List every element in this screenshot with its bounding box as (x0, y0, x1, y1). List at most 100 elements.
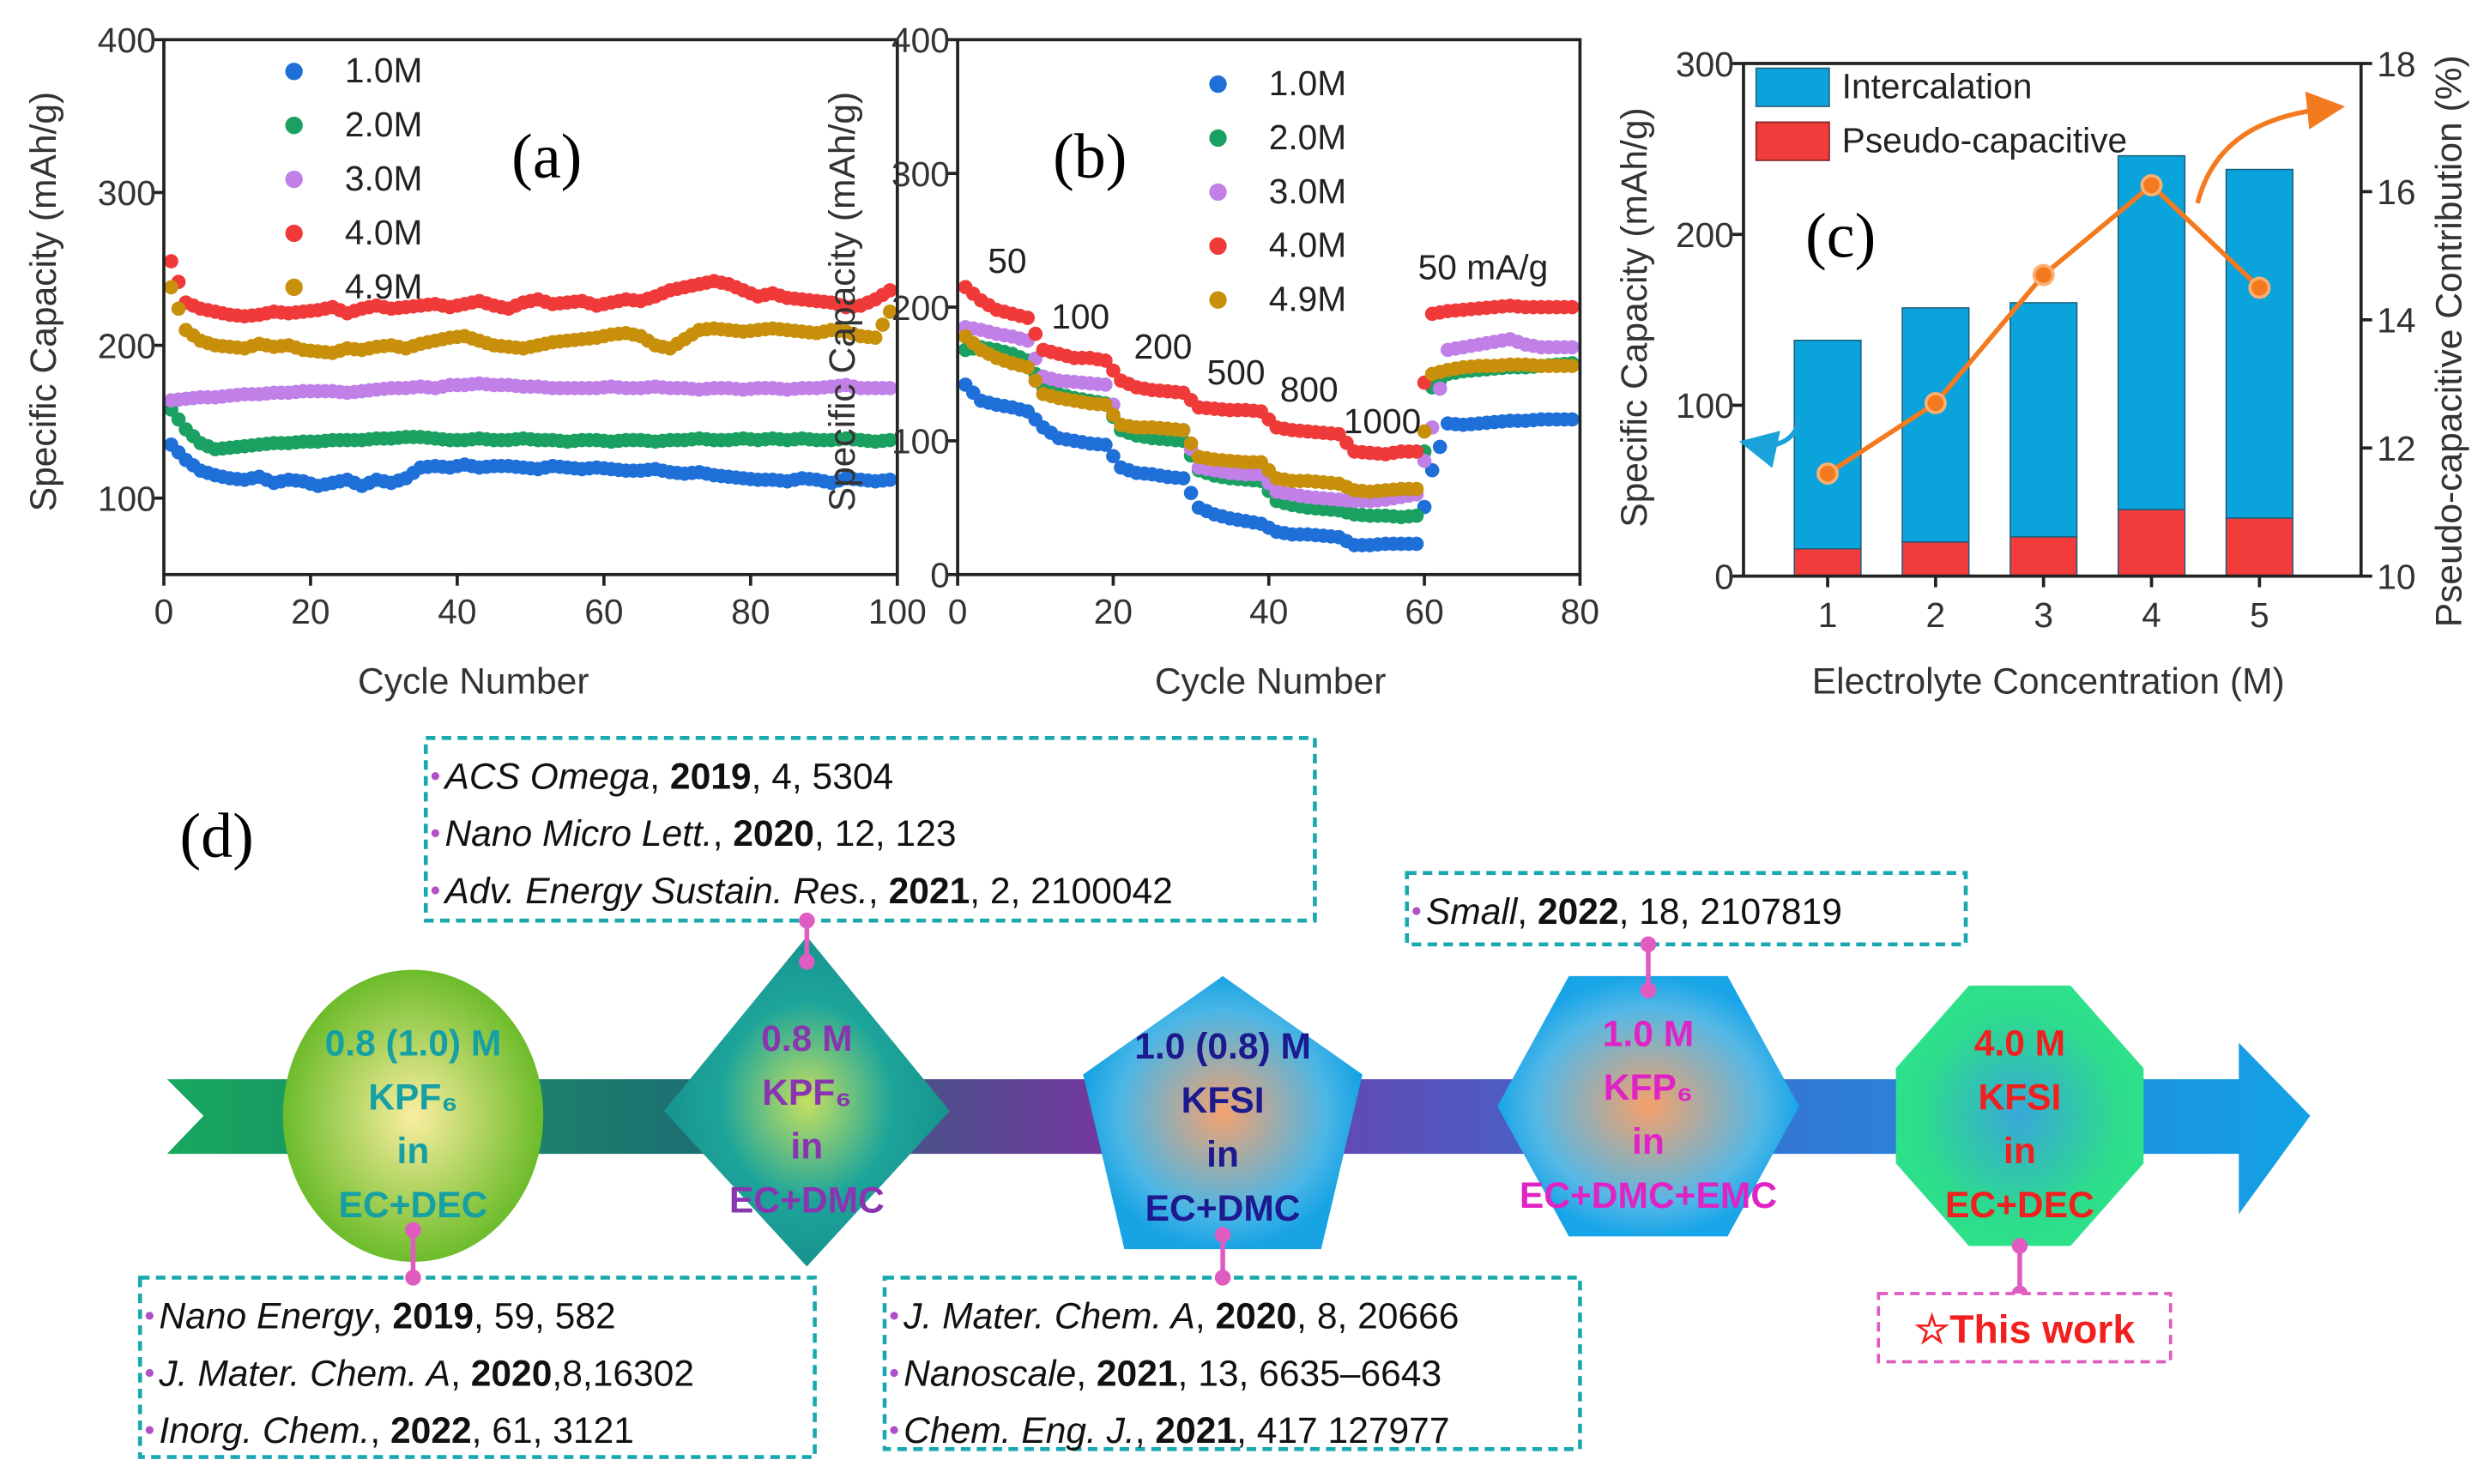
contribution-point (2032, 263, 2055, 287)
x-tick-label: 40 (1249, 592, 1288, 631)
legend-swatch-intercalation (1755, 67, 1830, 107)
reference-journal: Nano Energy (159, 1296, 374, 1337)
legend-label: 2.0M (345, 105, 422, 144)
x-tick-label: 20 (291, 592, 329, 631)
connector-dot (799, 954, 815, 970)
y2-tick-label: 12 (2377, 429, 2415, 468)
node-text-line: in (397, 1131, 430, 1172)
legend-marker (1209, 291, 1227, 309)
data-point-3.0M (882, 381, 897, 395)
bar-intercalation (1901, 307, 1970, 543)
reference-entry: Nanoscale, 2021, 13, 6635–6643 (904, 1353, 1441, 1394)
reference-separator: , (1135, 1410, 1156, 1451)
reference-entry: Nano Energy, 2019, 59, 582 (159, 1296, 615, 1337)
reference-separator: , (372, 1296, 393, 1337)
legend-label: 3.0M (345, 159, 422, 198)
data-point-4.0M (1020, 311, 1036, 325)
data-point-4.0M (882, 283, 897, 298)
data-point-4.9M (1098, 397, 1113, 413)
reference-entry: J. Mater. Chem. A, 2020, 8, 20666 (903, 1296, 1459, 1337)
x-tick-label: 2 (1926, 595, 1946, 635)
pentagon-node-shape (1083, 975, 1363, 1250)
right-axis-arrow-icon (2195, 91, 2346, 204)
reference-box (137, 1276, 817, 1459)
panel-a-legend: 1.0M 2.0M 3.0M 4.0M 4.9M (285, 51, 422, 306)
panel-b-ylabel: Specific Capacity (mAh/g) (822, 92, 863, 511)
data-point-1.0M (1106, 449, 1121, 464)
data-point-4.0M (1028, 326, 1043, 341)
bullet-icon (890, 1312, 898, 1320)
reference-entry: Small, 2022, 18, 2107819 (1426, 891, 1842, 932)
reference-year: 2022 (390, 1410, 472, 1451)
reference-year: 2021 (1155, 1410, 1236, 1451)
bullet-icon (890, 1426, 898, 1434)
this-work-label: ☆This work (1914, 1306, 2136, 1351)
legend-label: 4.0M (1269, 226, 1346, 265)
reference-journal: J. Mater. Chem. A (903, 1296, 1195, 1337)
data-point-4.0M (1565, 299, 1580, 315)
legend-marker (285, 224, 303, 243)
data-point-4.0M (1106, 363, 1121, 378)
bar-intercalation (1793, 339, 1862, 550)
this-work-box (1877, 1292, 2173, 1364)
data-point-4.9M (1028, 373, 1043, 389)
rate-annotation: 1000 (1344, 401, 1422, 441)
reference-year: 2021 (1097, 1353, 1178, 1394)
y-tick-label: 200 (1676, 215, 1734, 255)
reference-boxes: Nano Energy, 2019, 59, 582 J. Mater. Chem… (137, 736, 2173, 1459)
x-tick-label: 0 (154, 592, 174, 631)
panel-b-legend: 1.0M 2.0M 3.0M 4.0M 4.9M (1209, 63, 1346, 319)
panel-a-frame (162, 38, 899, 576)
y2-tick-label: 18 (2377, 45, 2415, 84)
panel-a-ylabel: Specific Capacity (mAh/g) (23, 92, 64, 511)
reference-entry: Adv. Energy Sustain. Res., 2021, 2, 2100… (442, 871, 1172, 912)
reference-volume-pages: , 18, 2107819 (1619, 891, 1842, 932)
data-point-1.0M (1409, 536, 1424, 552)
node-text-line: KPF₆ (368, 1077, 457, 1118)
x-tick-label: 20 (1094, 592, 1133, 631)
y2-tick-label: 14 (2377, 301, 2415, 341)
circle-node-shape (282, 969, 544, 1262)
legend-label-pseudo: Pseudo-capacitive (1842, 121, 2127, 160)
reference-separator: , (1195, 1296, 1216, 1337)
reference-volume-pages: , 4, 5304 (752, 757, 894, 798)
legend-label: 3.0M (1269, 172, 1346, 211)
hexagon-node-shape (1497, 975, 1799, 1237)
legend-label: 4.0M (345, 213, 422, 252)
reference-year: 2019 (670, 757, 752, 798)
node-text-line: EC+DEC (1945, 1185, 2094, 1226)
legend-marker (285, 170, 303, 189)
data-point-2.0M (882, 432, 897, 448)
panel-c-bars (1793, 154, 2294, 577)
bullet-icon (431, 772, 439, 781)
data-point-2.0M (1409, 508, 1424, 523)
reference-year: 2019 (392, 1296, 474, 1337)
data-point-4.9M (882, 305, 897, 319)
data-point-4.9M (171, 301, 186, 317)
reference-entry: ACS Omega, 2019, 4, 5304 (442, 757, 893, 798)
node-text-line: KFP₆ (1604, 1067, 1693, 1108)
data-point-1.0M (882, 473, 897, 487)
y2-tick-label: 16 (2377, 172, 2415, 212)
node-text-line: 1.0 M (1603, 1013, 1694, 1054)
y-tick-label: 300 (98, 173, 156, 213)
panel-c-line-points (1816, 173, 2271, 486)
reference-journal: Inorg. Chem. (159, 1410, 370, 1451)
data-point-4.9M (1565, 359, 1580, 373)
reference-entry: Nano Micro Lett., 2020, 12, 123 (444, 813, 956, 854)
x-tick-label: 100 (868, 592, 927, 631)
bar-pseudo-capacitive (2225, 517, 2294, 577)
y-tick-label: 300 (1676, 45, 1734, 84)
bullet-icon (431, 886, 439, 895)
x-tick-label: 0 (948, 592, 968, 631)
node-text-line: in (790, 1126, 823, 1167)
connector-dot (799, 912, 815, 929)
reference-year: 2022 (1538, 891, 1619, 932)
reference-separator: , (868, 871, 889, 912)
x-tick-label: 3 (2034, 595, 2053, 635)
y2-tick-label: 10 (2377, 557, 2415, 596)
node-text-line: KPF₆ (762, 1072, 851, 1113)
x-tick-label: 4 (2142, 595, 2161, 635)
legend-marker (1209, 237, 1227, 255)
reference-journal: Nano Micro Lett. (444, 813, 712, 854)
